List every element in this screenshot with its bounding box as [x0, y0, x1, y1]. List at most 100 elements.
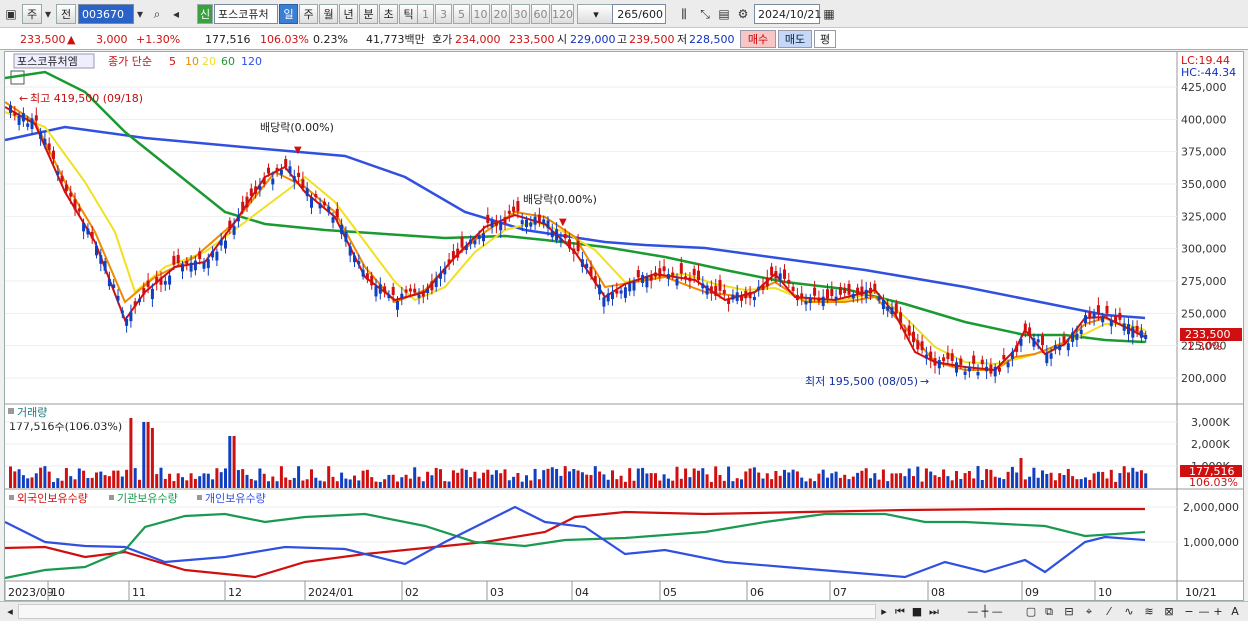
candle-body — [572, 248, 576, 254]
ma120-line — [4, 125, 1146, 320]
price-tick: 200,000 — [1181, 372, 1227, 385]
volume-bar — [86, 478, 90, 488]
candle-body — [1088, 312, 1092, 319]
volume-bar — [206, 473, 210, 488]
calendar-icon[interactable]: ▦ — [823, 7, 835, 21]
crosshair-icon[interactable]: ⌖ — [1085, 604, 1093, 618]
fib-icon[interactable]: ≋ — [1144, 605, 1154, 618]
candle-body — [860, 286, 864, 296]
minute-button-3[interactable]: 10 — [471, 4, 490, 24]
trend-icon[interactable]: ∿ — [1124, 605, 1134, 618]
candle-body — [176, 254, 180, 264]
volume-bar — [877, 479, 881, 488]
window-icon[interactable]: ▣ — [5, 7, 17, 21]
scroll-left-icon[interactable]: ◂ — [7, 605, 13, 618]
minute-button-7[interactable]: 120 — [551, 4, 574, 24]
volume-bar — [82, 470, 86, 488]
sell-button[interactable]: 매도 — [778, 30, 812, 48]
interval-button-4[interactable]: 분 — [359, 4, 378, 24]
minute-button-2[interactable]: 5 — [453, 4, 470, 24]
candle-body — [1092, 313, 1096, 319]
volume-bar — [413, 467, 417, 488]
chevron-down-icon[interactable]: ▾ — [44, 7, 52, 21]
count-field[interactable]: 265/600 — [612, 4, 666, 24]
interval-button-6[interactable]: 틱 — [399, 4, 418, 24]
save-icon[interactable]: ▤ — [718, 7, 730, 21]
candle-body — [64, 184, 68, 192]
interval-button-5[interactable]: 초 — [379, 4, 398, 24]
candle-body — [593, 276, 597, 284]
minute-button-6[interactable]: 60 — [531, 4, 550, 24]
zoom-out-icon[interactable]: − — [1184, 605, 1194, 618]
stop-icon[interactable]: ■ — [911, 605, 923, 618]
scroll-track[interactable] — [18, 604, 876, 619]
date-input[interactable]: 2024/10/21 — [754, 4, 821, 24]
volume-bar — [821, 469, 825, 488]
minute-button-4[interactable]: 20 — [491, 4, 510, 24]
interval-button-3[interactable]: 년 — [339, 4, 358, 24]
volume-bar — [507, 480, 511, 488]
speaker-icon[interactable]: ◂ — [172, 7, 180, 21]
candle-body — [335, 208, 339, 218]
buy-button[interactable]: 매수 — [740, 30, 776, 48]
volume-bar — [907, 468, 911, 488]
minute-button-1[interactable]: 3 — [435, 4, 452, 24]
candle-body — [215, 251, 219, 261]
candle-body — [791, 286, 795, 292]
volume-bar — [387, 474, 391, 488]
line-icon[interactable]: ⁄ — [1108, 605, 1110, 618]
split-icon[interactable]: ⊟ — [1064, 605, 1074, 618]
candle-body — [189, 262, 193, 272]
candle-body — [490, 220, 494, 228]
candle-body — [955, 362, 958, 373]
interval-button-1[interactable]: 주 — [299, 4, 318, 24]
minus-icon[interactable]: — — [1198, 605, 1210, 618]
minute-dropdown[interactable]: ▾ — [577, 4, 615, 24]
volume-bar — [641, 467, 645, 488]
minute-button-5[interactable]: 30 — [511, 4, 530, 24]
stock-name[interactable]: 포스코퓨처 — [214, 4, 278, 24]
search-icon[interactable]: ⌕ — [153, 6, 161, 21]
scroll-right-icon[interactable]: ▸ — [881, 605, 887, 618]
volume-bar — [628, 468, 632, 488]
candle-body — [1131, 326, 1135, 338]
candle-body — [21, 113, 25, 122]
extra-button[interactable]: 평 — [814, 30, 836, 48]
candle-body — [520, 220, 524, 225]
interval-button-2[interactable]: 월 — [319, 4, 338, 24]
change: 3,000 — [96, 32, 128, 46]
interval-button-0[interactable]: 일 — [279, 4, 298, 24]
period-select[interactable]: 전 — [56, 4, 76, 24]
volume-bar — [697, 470, 700, 488]
fast-forward-icon[interactable]: ⏭ — [929, 604, 939, 618]
candle-body — [615, 290, 619, 294]
chart-area[interactable]: 425,000 400,000 375,000 350,000 325,000 300,0… — [4, 51, 1244, 601]
candle-body — [795, 294, 799, 301]
gear-icon[interactable]: ⚙ — [737, 7, 749, 21]
volume-bar — [658, 480, 662, 488]
copy-icon[interactable]: ⧉ — [1045, 604, 1053, 618]
zoom-slider[interactable]: — ┼ — — [967, 605, 1003, 618]
rewind-icon[interactable]: ⏮ — [895, 604, 905, 618]
minute-button-0[interactable]: 1 — [417, 4, 434, 24]
volume-bar — [1114, 481, 1118, 488]
volume-tick: 2,000K — [1191, 438, 1230, 451]
candle-body — [989, 364, 993, 374]
mode-select[interactable]: 주 — [22, 4, 42, 24]
ruler-icon[interactable]: ⊠ — [1164, 605, 1174, 618]
window-icon[interactable]: ▢ — [1025, 605, 1037, 618]
holders-legend-icon — [9, 495, 14, 500]
draw-icon[interactable]: ⤡ — [700, 6, 710, 21]
font-size-icon[interactable]: A — [1231, 605, 1239, 618]
low-label: 저 — [677, 33, 688, 46]
chevron-down-icon[interactable]: ▾ — [136, 7, 144, 21]
volume-bar — [64, 468, 68, 488]
candle-body — [374, 286, 378, 297]
candle-body — [1096, 305, 1100, 315]
candle-body — [869, 287, 872, 294]
plus-icon[interactable]: + — [1213, 605, 1223, 618]
code-input[interactable]: 003670 — [78, 4, 134, 24]
candle-body — [821, 296, 825, 307]
candle-body — [950, 353, 954, 361]
candle-icon[interactable]: ⫼ — [681, 6, 687, 21]
